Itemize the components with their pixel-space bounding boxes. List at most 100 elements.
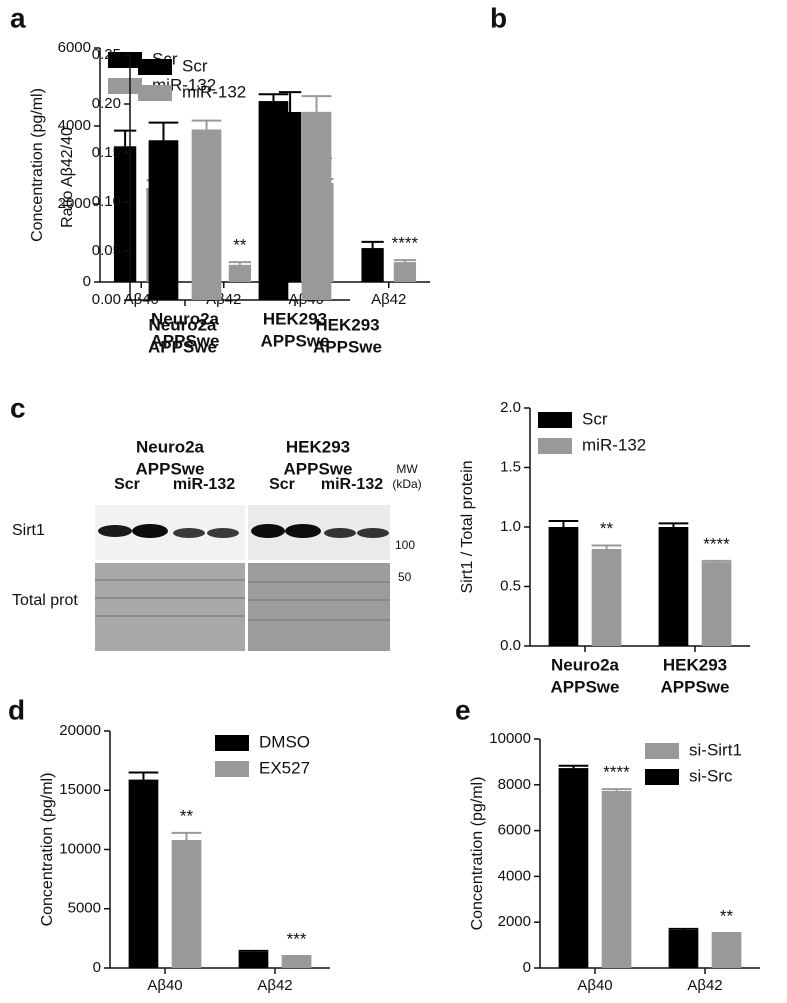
legend-label: DMSO [259, 732, 310, 751]
lane-label: miR-132 [173, 476, 235, 493]
bar [548, 527, 579, 646]
y-tick-label: 10000 [59, 840, 101, 857]
row-label: Total prot [12, 592, 78, 609]
blot-labels: Neuro2a APPSwe HEK293 APPSwe Scr miR-132… [114, 437, 383, 493]
y-tick-label: 6000 [498, 822, 531, 839]
panel-letter: d [8, 694, 25, 725]
bar [281, 956, 312, 968]
blot-band [98, 525, 132, 537]
group-label: Neuro2a [151, 309, 220, 328]
blot-group: APPSwe [284, 459, 353, 478]
legend-label: si-Sirt1 [689, 740, 742, 759]
blot-group: Neuro2a [136, 437, 205, 456]
significance: ** [180, 806, 194, 825]
legend-label: EX527 [259, 758, 310, 777]
blot-strip [248, 563, 390, 651]
bar [171, 840, 202, 968]
y-tick-label: 0.20 [92, 95, 121, 112]
y-tick-label: 5000 [68, 900, 101, 917]
bar [113, 146, 137, 282]
panel-letter: e [455, 694, 471, 725]
significance: **** [603, 763, 630, 782]
significance: **** [392, 234, 419, 253]
legend-swatch [645, 769, 679, 785]
x-tick-label: Aβ42 [257, 977, 292, 994]
mw-label: (kDa) [392, 477, 421, 491]
legend-swatch [538, 412, 572, 428]
legend-label: Scr [582, 409, 608, 428]
legend-label: Scr [182, 56, 208, 75]
group-label: Neuro2a [148, 315, 217, 334]
blot-group: HEK293 [286, 437, 350, 456]
group-label: APPSwe [661, 677, 730, 696]
y-tick-label: 0.10 [92, 193, 121, 210]
y-tick-label: 0.15 [92, 144, 121, 161]
bar [258, 101, 289, 300]
blot-band [357, 528, 389, 538]
lane-label: miR-132 [321, 476, 383, 493]
y-tick-label: 0 [83, 273, 91, 290]
bar [558, 768, 589, 968]
mw-label: MW [396, 462, 418, 476]
y-tick-label: 6000 [58, 39, 91, 56]
lane-label: Scr [269, 476, 295, 493]
legend-swatch [108, 78, 142, 94]
y-tick-label: 0.05 [92, 242, 121, 259]
y-tick-label: 20000 [59, 722, 101, 739]
bar [601, 790, 632, 968]
bar [191, 129, 222, 300]
legend-swatch [215, 735, 249, 751]
legend-label: miR-132 [182, 82, 246, 101]
legend-swatch [108, 52, 142, 68]
row-label: Sirt1 [12, 522, 45, 539]
group-label: HEK293 [263, 309, 327, 328]
y-tick-label: 8000 [498, 776, 531, 793]
group-label: HEK293 [315, 315, 379, 334]
blot-band [285, 524, 321, 538]
y-tick-label: 0.25 [92, 46, 121, 63]
group-label: Neuro2a [551, 655, 620, 674]
legend-swatch [138, 59, 172, 75]
bar [301, 111, 332, 300]
group-label: APPSwe [261, 331, 330, 350]
group-label: APPSwe [148, 337, 217, 356]
x-tick-label: Aβ40 [147, 977, 182, 994]
blot-images [95, 505, 390, 651]
group-label: APPSwe [151, 331, 220, 350]
bar [148, 140, 179, 300]
significance: ** [720, 906, 734, 925]
marker-label: 100 [395, 538, 415, 552]
y-tick-label: 0 [523, 959, 531, 976]
y-tick-label: 2000 [58, 195, 91, 212]
significance: ** [600, 519, 614, 538]
blot-band [173, 528, 205, 538]
y-axis-title: Sirt1 / Total protein [459, 460, 476, 593]
group-label: APPSwe [313, 337, 382, 356]
y-tick-label: 0.00 [92, 291, 121, 308]
y-tick-label: 2000 [498, 913, 531, 930]
blot-band [324, 528, 356, 538]
legend-swatch [538, 438, 572, 454]
y-tick-label: 10000 [489, 730, 531, 747]
blot-band [132, 524, 168, 538]
y-tick-label: 1.5 [500, 458, 521, 475]
bar [238, 952, 269, 968]
y-tick-label: 1.0 [500, 518, 521, 535]
y-axis-title: Concentration (pg/ml) [29, 88, 46, 242]
y-tick-label: 0.0 [500, 637, 521, 654]
x-tick-label: Aβ42 [687, 977, 722, 994]
legend-label: miR-132 [582, 435, 646, 454]
y-tick-label: 15000 [59, 781, 101, 798]
marker-label: 50 [398, 570, 412, 584]
y-tick-label: 0.5 [500, 577, 521, 594]
blot-lanes [95, 579, 390, 621]
group-label: HEK293 [663, 655, 727, 674]
y-tick-label: 0 [93, 959, 101, 976]
x-tick-label: Aβ42 [371, 291, 406, 308]
bar [393, 262, 417, 282]
y-tick-label: 4000 [498, 867, 531, 884]
bar [711, 933, 742, 968]
bar [668, 929, 699, 968]
